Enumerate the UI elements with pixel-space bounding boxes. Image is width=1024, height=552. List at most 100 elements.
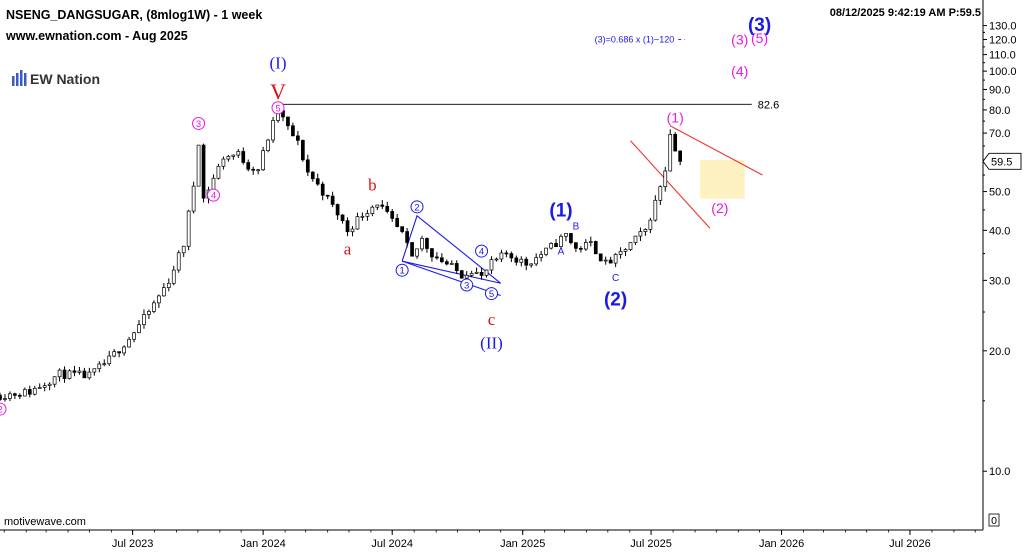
time-tick-label: Jan 2026 — [759, 538, 804, 550]
price-axis: 10.020.030.040.050.060.070.080.090.0100.… — [982, 0, 1022, 530]
candle-body — [613, 254, 618, 264]
candle-body — [678, 150, 683, 162]
candle-body — [216, 165, 221, 179]
candle-body — [226, 156, 231, 160]
candle-body — [653, 199, 658, 221]
time-tick-label: Jul 2024 — [371, 538, 413, 550]
wave-label-circle — [485, 287, 498, 301]
candle-body — [603, 259, 608, 262]
wave-label-(4): (4) — [731, 63, 748, 79]
candle-body — [673, 133, 678, 152]
candle-body — [420, 238, 424, 250]
candle-body — [320, 183, 325, 196]
candle-body — [583, 242, 588, 250]
candle-body — [529, 263, 534, 266]
candle-body — [430, 248, 434, 258]
candle-body — [62, 369, 67, 379]
time-tick-label: Jan 2024 — [240, 538, 285, 550]
candle-body — [544, 247, 548, 255]
candle-body — [241, 151, 246, 163]
candle-body — [152, 302, 156, 312]
wave-label-b: b — [368, 176, 377, 195]
candle-body — [415, 248, 419, 257]
candle-body — [117, 351, 122, 354]
candle-body — [67, 370, 72, 379]
contracting-triangle — [401, 214, 502, 284]
candle-body — [132, 332, 136, 340]
projection-label: (3)=0.686 x (1)~120 — [595, 34, 675, 44]
candle-body — [211, 177, 216, 191]
channel-line — [630, 140, 711, 229]
candle-body — [142, 314, 146, 326]
wave-label-B: B — [573, 222, 580, 233]
candle-body — [459, 270, 464, 279]
wave-label-4: 4 — [206, 188, 220, 202]
wave-label-3: 3 — [460, 278, 474, 292]
candle-body — [484, 269, 489, 276]
candle-body — [648, 219, 653, 230]
wave-label-(II): (II) — [480, 333, 503, 352]
candle-body — [57, 369, 62, 378]
candle-body — [638, 231, 643, 237]
candle-body — [598, 253, 603, 262]
candle-body — [286, 116, 290, 127]
header-symbol: NSENG_DANGSUGAR, (8mlog1W) - 1 week — [6, 8, 262, 22]
candle-body — [643, 229, 648, 232]
candle-body — [87, 371, 92, 379]
candle-body — [27, 389, 32, 395]
price-tick-label: 130.0 — [989, 21, 1017, 33]
candle-body — [574, 242, 578, 249]
candle-body — [469, 273, 474, 276]
wave-label-(1): (1) — [549, 201, 572, 222]
wave-label-a: a — [344, 240, 352, 259]
annotations: 82.6 (3)=0.686 x (1)~120 — [273, 34, 779, 296]
wave-label-(2): (2) — [604, 289, 627, 310]
candle-body — [569, 233, 573, 243]
wave-label-text: 5 — [489, 289, 494, 300]
wave-label-2: 2 — [410, 200, 424, 214]
candle-body — [271, 120, 275, 141]
candle-body — [137, 324, 141, 334]
price-tick-label: 30.0 — [989, 275, 1010, 287]
candle-body — [444, 261, 449, 265]
candle-body — [176, 252, 181, 271]
candle-body — [345, 220, 350, 233]
candle-body — [186, 210, 191, 247]
candle-body — [375, 204, 380, 208]
logo-text: EW Nation — [30, 71, 100, 87]
wave-label-circle — [192, 116, 206, 130]
candle-body — [97, 363, 102, 370]
price-tick-label: 40.0 — [989, 225, 1010, 237]
candle-body — [315, 178, 320, 185]
wave-label-(I): (I) — [270, 54, 287, 73]
candle-body — [400, 226, 404, 232]
candle-body — [82, 370, 87, 379]
wave-label-C: C — [612, 273, 619, 284]
candle-body — [22, 389, 27, 397]
candle-body — [47, 383, 52, 386]
candle-body — [77, 370, 82, 373]
candle-body — [588, 241, 593, 243]
candle-body — [628, 242, 633, 250]
wave-label-2: 2 — [0, 402, 7, 416]
candle-body — [519, 258, 524, 263]
candle-body — [633, 235, 638, 243]
candle-body — [355, 216, 360, 230]
candle-body — [365, 213, 370, 217]
candle-body — [449, 263, 454, 265]
candle-body — [325, 194, 330, 197]
wave-label-circle — [271, 101, 285, 115]
candle-body — [42, 385, 47, 388]
wave-label-text: 4 — [479, 247, 484, 258]
candle-body — [440, 257, 444, 263]
candle-body — [122, 346, 126, 354]
price-tick-label: 10.0 — [989, 466, 1010, 478]
candle-body — [474, 271, 479, 274]
wave-label-1: 1 — [395, 263, 409, 277]
candle-body — [246, 162, 251, 170]
candle-body — [112, 351, 117, 357]
candle-body — [32, 387, 37, 395]
price-tick-label: 90.0 — [989, 84, 1010, 96]
header-site: www.ewnation.com - Aug 2025 — [5, 29, 188, 43]
